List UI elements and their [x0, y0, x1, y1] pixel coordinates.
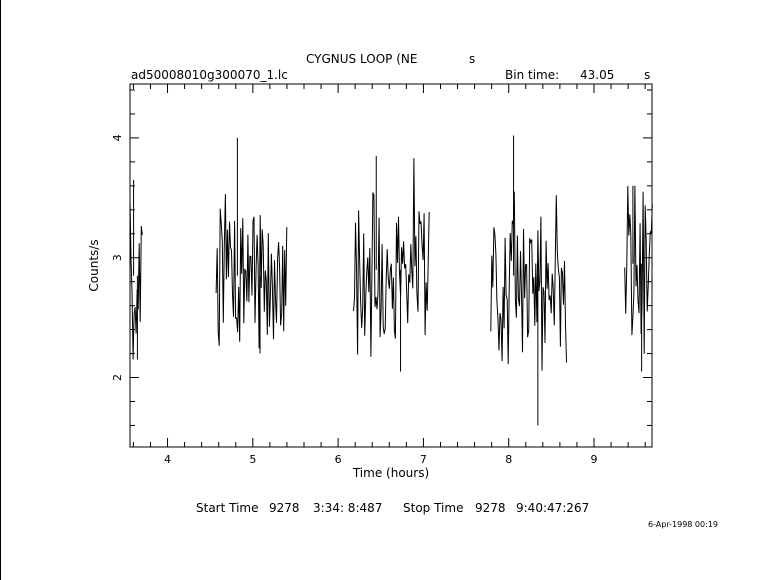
bin-time-value: 43.05: [580, 68, 615, 82]
light-curve-segment-2: [215, 194, 288, 349]
start-day: 9278: [269, 501, 300, 515]
y-tick-label: 4: [111, 134, 124, 141]
x-tick-label: 4: [164, 453, 171, 466]
y-tick-label: 3: [111, 254, 124, 261]
left-border: [0, 0, 1, 580]
file-name: ad50008010g300070_1.lc: [131, 68, 288, 82]
y-axis-label: Counts/s: [87, 239, 101, 291]
bin-time-label: Bin time:: [505, 68, 560, 82]
start-time-value: 3:34: 8:487: [313, 501, 383, 515]
x-tick-label: 5: [249, 453, 256, 466]
stop-time-value: 9:40:47:267: [516, 501, 590, 515]
light-curve-segment-1: [129, 198, 143, 360]
plot-marks: 4 5 6 7 8 9 2 3 4 Time (hours) Counts/s: [87, 83, 653, 480]
stop-time-label: Stop Time: [403, 501, 464, 515]
x-tick-label: 7: [420, 453, 427, 466]
stop-day: 9278: [475, 501, 506, 515]
light-curve-segment-3: [353, 158, 430, 357]
light-curve-segment-4: [490, 191, 567, 371]
x-tick-label: 8: [505, 453, 512, 466]
bin-time-unit: s: [644, 68, 651, 82]
chart-title-suffix: s: [469, 52, 476, 66]
y-tick-label: 2: [111, 374, 124, 381]
x-tick-label: 9: [591, 453, 598, 466]
plot-frame: [129, 83, 653, 448]
start-time-label: Start Time: [196, 501, 259, 515]
x-axis-label: Time (hours): [352, 466, 429, 480]
x-tick-label: 6: [335, 453, 342, 466]
light-curve-segment-5: [624, 185, 653, 354]
timestamp: 6-Apr-1998 00:19: [648, 520, 718, 529]
chart-title: CYGNUS LOOP (NE: [306, 52, 418, 66]
